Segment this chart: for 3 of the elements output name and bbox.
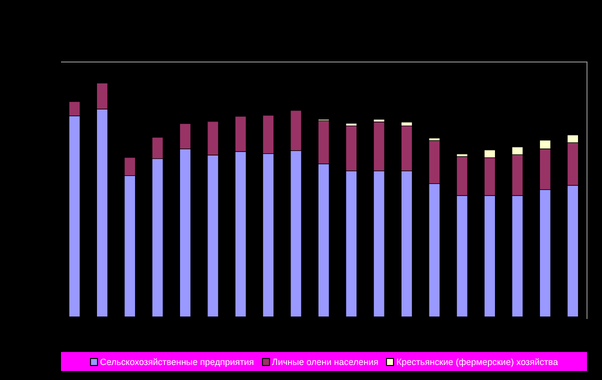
legend-label: Сельскохозяйственные предприятия [100, 356, 254, 366]
legend-label: Личные олени населения [272, 356, 378, 366]
legend-label: Крестьянские (фермерские) хозяйства [396, 356, 558, 366]
